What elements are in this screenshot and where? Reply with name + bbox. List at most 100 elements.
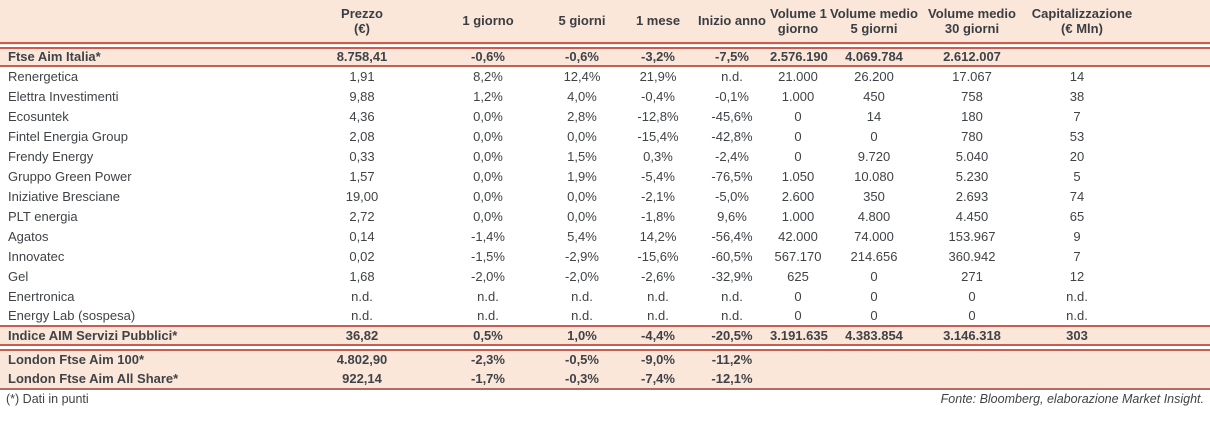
table-row: London Ftse Aim 100* 4.802,90 -2,3% -0,5% -9… [0,347,1210,368]
row-label: Ftse Aim Italia* [8,49,101,65]
cell: 2.576.190 [770,49,828,65]
cell: 5.040 [955,148,989,164]
header-line: 30 giorni [944,20,1000,36]
cell: 4.800 [857,208,891,224]
cell: -20,5% [711,327,753,343]
row-label: London Ftse Aim All Share* [8,370,179,386]
cell: -1,7% [471,370,505,386]
cell: -32,9% [711,268,753,284]
cell: -0,6% [565,49,599,65]
cell: 450 [863,88,885,104]
table-row: Gruppo Green Power 1,57 0,0% 1,9% -5,4% -76,5… [0,166,1210,186]
cell: 4,0% [567,88,597,104]
cell: -0,6% [471,49,505,65]
cell: 5 [1073,168,1081,184]
cell: 9.720 [857,148,891,164]
cell: 38 [1069,88,1085,104]
cell: 1.050 [781,168,815,184]
cell: 2.612.007 [943,49,1001,65]
header-line: 1 giorno [462,13,514,29]
cell: 5.230 [955,168,989,184]
cell: -2,0% [565,268,599,284]
row-label: Gruppo Green Power [8,168,132,184]
cell: -0,5% [565,351,599,367]
row-label: Elettra Investimenti [8,88,119,104]
cell: 14 [1069,69,1085,84]
cell: 0,33 [349,148,375,164]
cell: 0,0% [473,128,503,144]
col-header-volume-1-giorno: Volume 1 giorno [768,0,828,45]
aim-italia-market-table: Prezzo (€) 1 giorno 5 giorni 1 mese Inizi… [0,0,1210,389]
cell: 0,0% [473,168,503,184]
cell: 271 [961,268,983,284]
cell: 2,8% [567,108,597,124]
cell: 1.000 [781,208,815,224]
cell [768,347,828,368]
header-line: Inizio anno [698,13,766,29]
header-line: giorno [777,20,819,36]
table-body: Ftse Aim Italia* 8.758,41 -0,6% -0,6% -3,2% -… [0,45,1210,389]
table-row: Innovatec 0,02 -1,5% -2,9% -15,6% -60,5% 567.1… [0,246,1210,266]
cell: -3,2% [641,49,675,65]
cell: 1,68 [349,268,375,284]
cell: 36,82 [345,327,379,343]
cell: 14 [866,108,882,124]
cell: 0 [794,288,802,304]
cell: 0 [968,308,976,323]
cell: 20 [1069,148,1085,164]
col-header-1-giorno: 1 giorno [432,0,544,45]
header-line: Prezzo [341,5,383,21]
cell: 2,08 [349,128,375,144]
cell [920,347,1024,368]
table-row: Elettra Investimenti 9,88 1,2% 4,0% -0,4% -0,… [0,86,1210,106]
col-header-5-giorni: 5 giorni [544,0,620,45]
cell: -1,4% [471,228,505,244]
cell: 780 [961,128,983,144]
header-line: (€) [354,20,370,36]
cell: 1,9% [567,168,597,184]
col-header-name [0,0,292,45]
cell: -15,4% [637,128,679,144]
cell: -12,1% [711,370,753,386]
cell [1024,368,1210,389]
cell: -45,6% [711,108,753,124]
cell: 1,5% [567,148,597,164]
cell: 0 [968,288,976,304]
cell: 0 [794,148,802,164]
cell: -4,4% [641,327,675,343]
table-row: Frendy Energy 0,33 0,0% 1,5% 0,3% -2,4% 0 9.720… [0,146,1210,166]
cell: 0 [870,268,878,284]
cell: 0 [870,308,878,323]
cell: 153.967 [948,228,996,244]
cell: 0,3% [643,148,673,164]
cell: -2,4% [715,148,749,164]
cell: -5,0% [715,188,749,204]
cell: 0,0% [567,208,597,224]
cell: 3.146.318 [943,327,1001,343]
row-label: PLT energia [8,208,78,224]
cell: n.d. [571,308,593,323]
cell: 74.000 [854,228,894,244]
cell [828,347,920,368]
table-row: London Ftse Aim All Share* 922,14 -1,7% -0,… [0,368,1210,389]
cell: 1,57 [349,168,375,184]
table-row: Ftse Aim Italia* 8.758,41 -0,6% -0,6% -3,2% -… [0,45,1210,66]
row-label: Iniziative Bresciane [8,188,120,204]
cell: 567.170 [774,248,822,264]
cell: 12,4% [563,69,601,84]
header-line: Volume 1 [770,5,827,21]
table-row: PLT energia 2,72 0,0% 0,0% -1,8% 9,6% 1.000 4.8… [0,206,1210,226]
cell: 922,14 [342,370,382,386]
cell: n.d. [647,288,669,304]
cell: 0,0% [473,108,503,124]
row-label: Energy Lab (sospesa) [8,308,136,323]
table-row: Indice AIM Servizi Pubblici* 36,82 0,5% 1,0… [0,326,1210,347]
cell: n.d. [351,288,373,304]
cell: 4.383.854 [845,327,903,343]
cell: 9,88 [349,88,375,104]
table-row: Energy Lab (sospesa) n.d. n.d. n.d. n.d. n.d.… [0,306,1210,326]
col-header-prezzo: Prezzo (€) [292,0,432,45]
cell: 1,2% [473,88,503,104]
cell: 0 [870,288,878,304]
cell: 214.656 [850,248,898,264]
